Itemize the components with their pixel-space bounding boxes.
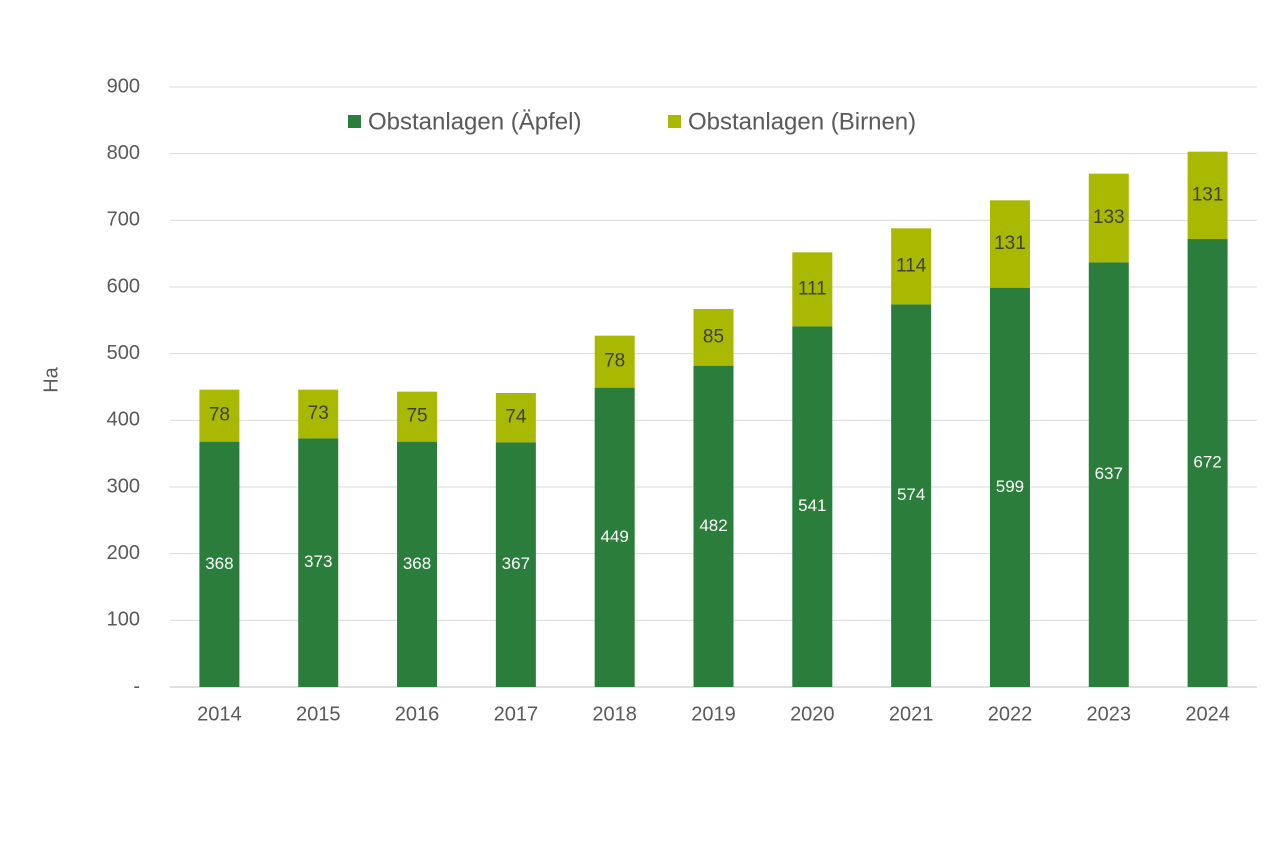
x-tick-label: 2020 — [790, 703, 835, 725]
bar-segment — [891, 228, 932, 305]
legend-label: Obstanlagen (Äpfel) — [368, 108, 581, 135]
data-label: 73 — [308, 403, 329, 424]
bar-segment — [891, 304, 932, 687]
y-tick-label: - — [133, 675, 140, 697]
x-tick-label: 2023 — [1087, 703, 1132, 725]
x-tick-label: 2019 — [691, 703, 736, 725]
bar-segment — [792, 252, 833, 327]
data-label: 111 — [798, 278, 827, 299]
bar-segment — [397, 391, 438, 442]
data-label: 541 — [798, 496, 826, 515]
x-tick-label: 2014 — [197, 703, 242, 725]
x-tick-label: 2018 — [592, 703, 637, 725]
bar-segment — [298, 389, 339, 439]
y-tick-label: 100 — [107, 609, 140, 631]
data-label: 114 — [896, 255, 927, 276]
bar-segment — [1187, 151, 1228, 239]
y-axis-label: Ha — [40, 366, 62, 392]
y-tick-label: 800 — [107, 142, 140, 164]
data-label: 373 — [304, 552, 332, 571]
bar-segment — [495, 442, 536, 687]
data-label: 368 — [403, 554, 431, 573]
y-tick-label: 900 — [107, 75, 140, 97]
bar-segment — [594, 335, 635, 388]
data-label: 75 — [406, 406, 427, 427]
data-label: 449 — [600, 527, 628, 546]
x-tick-label: 2021 — [889, 703, 934, 725]
bar-segment — [1088, 262, 1129, 687]
legend-marker — [668, 115, 681, 128]
bar-segment — [1187, 239, 1228, 687]
legend-label: Obstanlagen (Birnen) — [688, 108, 916, 135]
legend-marker — [348, 115, 361, 128]
bar-segment — [298, 438, 339, 687]
data-label: 367 — [502, 554, 530, 573]
data-label: 131 — [1192, 184, 1224, 205]
data-label: 78 — [604, 351, 625, 372]
bar-segment — [989, 200, 1030, 288]
y-tick-label: 400 — [107, 409, 140, 431]
bar-segment — [594, 387, 635, 687]
data-label: 78 — [209, 405, 230, 426]
y-tick-label: 600 — [107, 275, 140, 297]
bar-segment — [199, 441, 240, 687]
bar-segment — [397, 441, 438, 687]
x-tick-label: 2017 — [494, 703, 539, 725]
data-label: 599 — [996, 477, 1024, 496]
data-label: 482 — [699, 516, 727, 535]
y-tick-label: 200 — [107, 542, 140, 564]
bar-segment — [1088, 173, 1129, 263]
bar-segment — [989, 287, 1030, 687]
x-tick-label: 2022 — [988, 703, 1033, 725]
x-tick-label: 2024 — [1185, 703, 1230, 725]
bar-segment — [693, 309, 734, 366]
data-label: 74 — [505, 407, 527, 428]
bar-segment — [199, 389, 240, 442]
x-tick-label: 2016 — [395, 703, 440, 725]
y-tick-label: 500 — [107, 342, 140, 364]
bar-segment — [495, 393, 536, 443]
y-tick-label: 300 — [107, 475, 140, 497]
data-label: 133 — [1093, 207, 1125, 228]
data-label: 368 — [205, 554, 233, 573]
data-label: 131 — [994, 233, 1026, 254]
data-label: 85 — [703, 326, 724, 347]
x-tick-label: 2015 — [296, 703, 341, 725]
bar-segment — [792, 326, 833, 687]
data-label: 574 — [897, 485, 925, 504]
data-label: 672 — [1193, 452, 1221, 471]
y-tick-label: 700 — [107, 209, 140, 231]
bar-segment — [693, 365, 734, 687]
data-label: 637 — [1095, 464, 1123, 483]
